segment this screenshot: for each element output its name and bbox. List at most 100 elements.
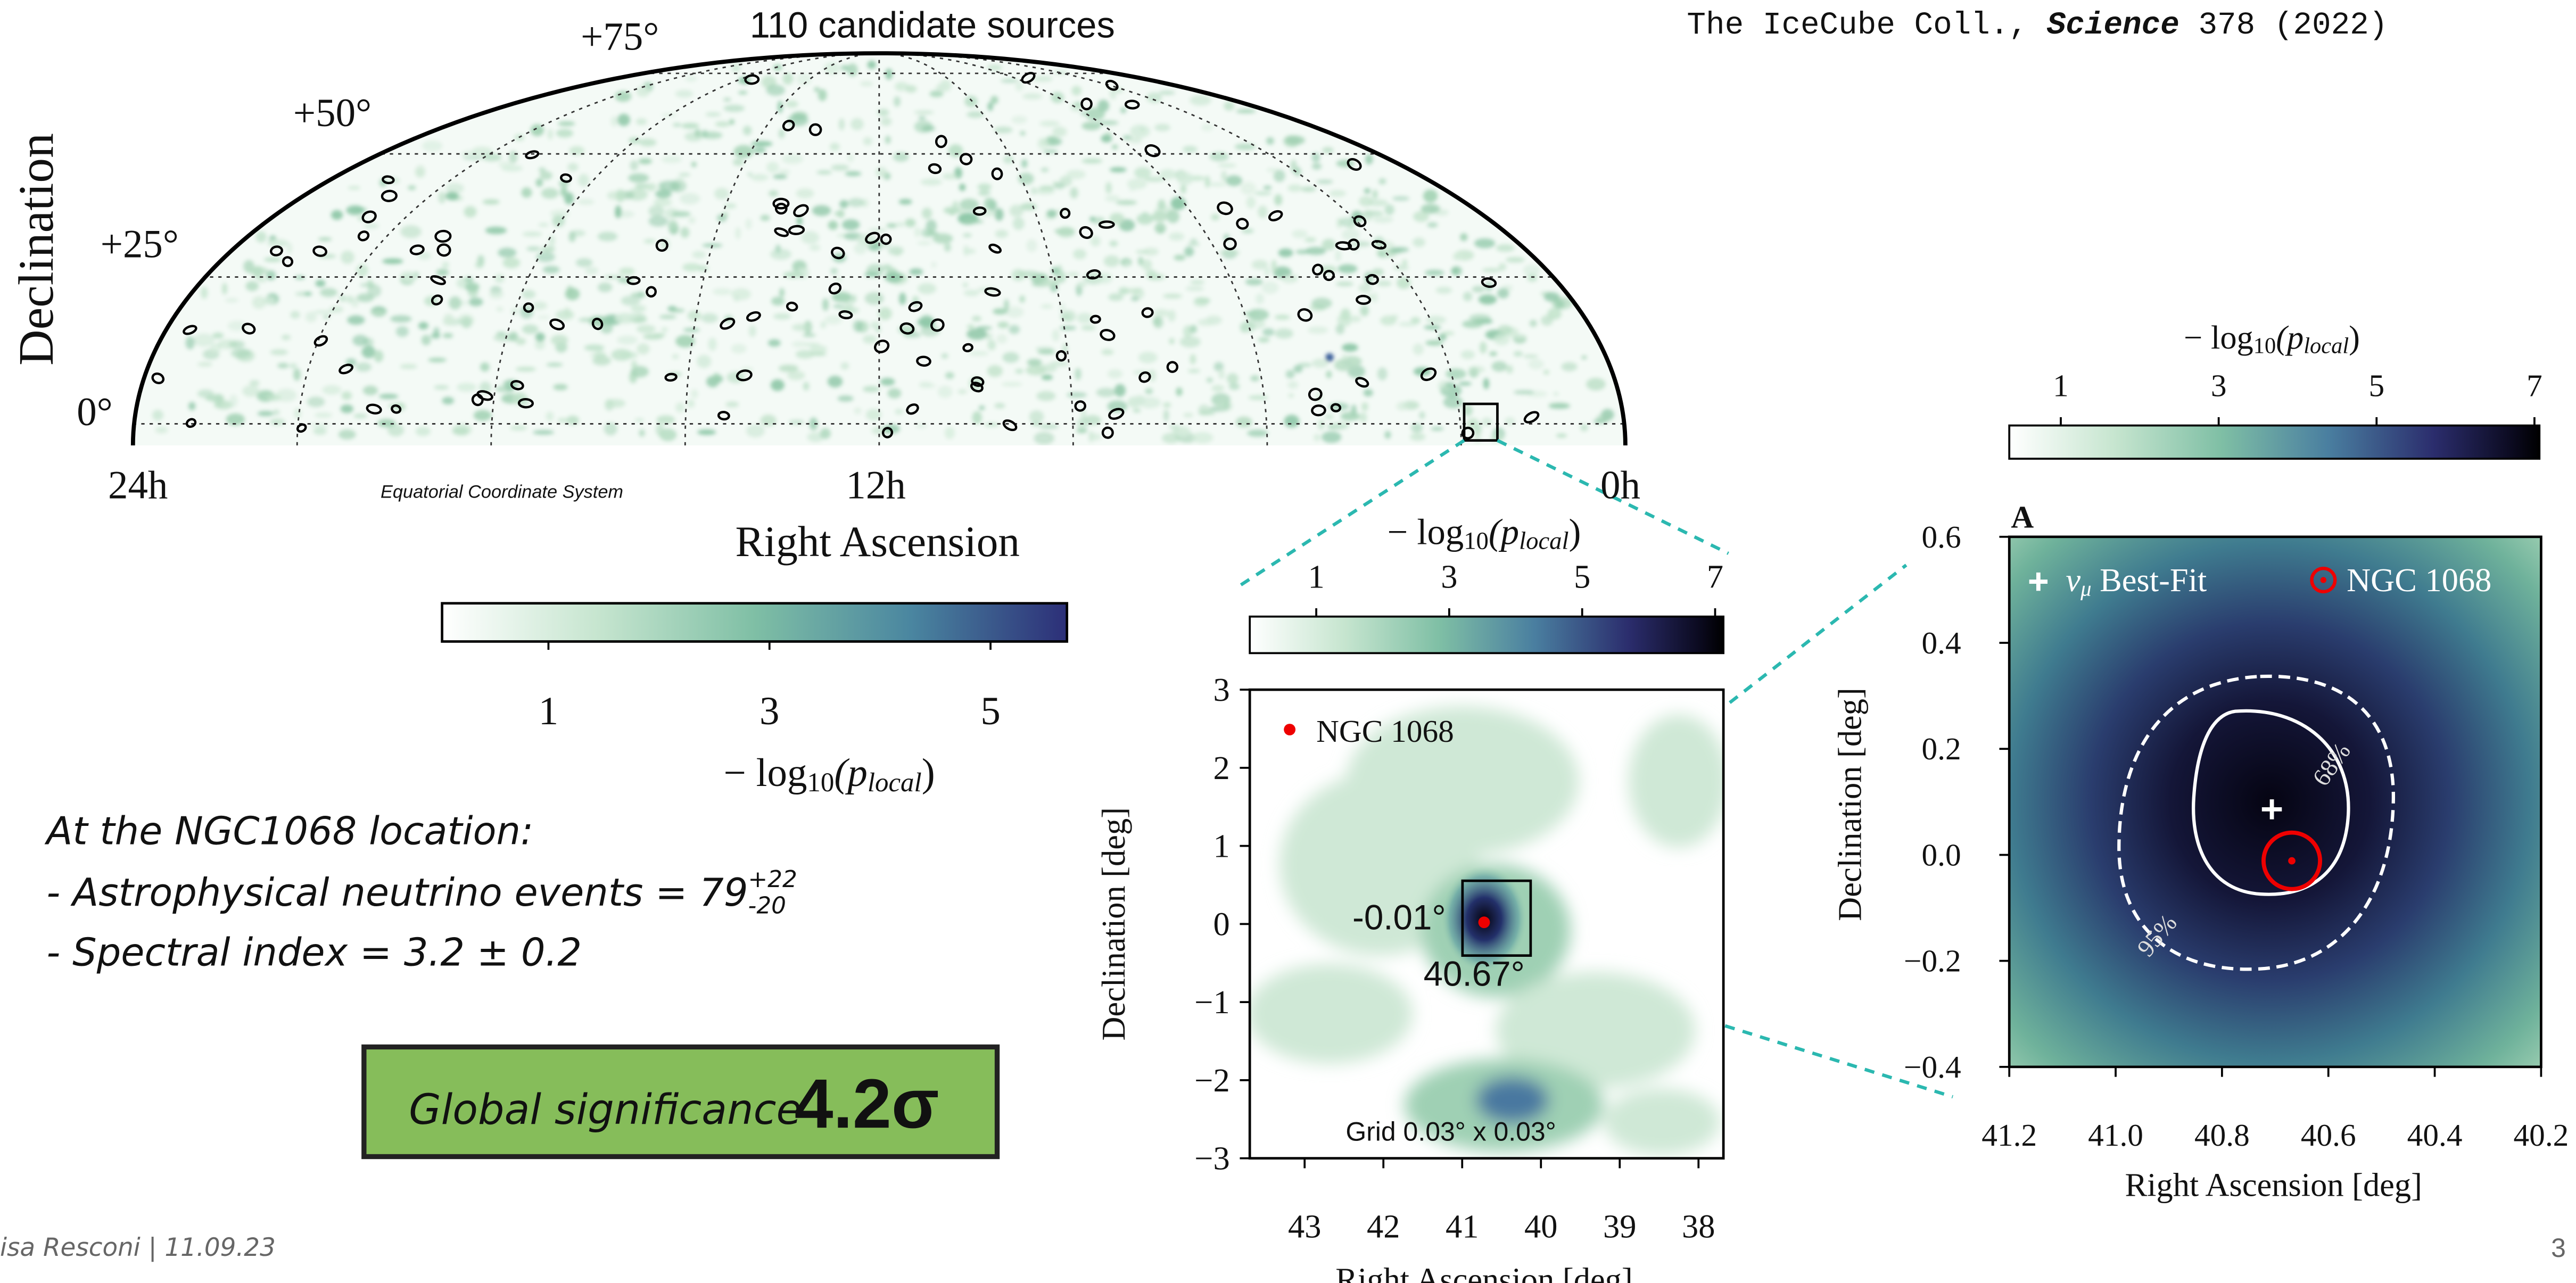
heat-speck <box>539 167 546 173</box>
heat-speck <box>831 292 852 302</box>
heat-speck <box>1062 310 1076 322</box>
heat-speck <box>1311 297 1332 309</box>
heat-speck <box>557 418 568 423</box>
heat-speck <box>770 379 785 391</box>
heat-speck <box>1250 375 1260 382</box>
heat-speck <box>840 65 849 71</box>
heat-speck <box>630 305 646 312</box>
heat-speck <box>304 292 312 296</box>
heat-speck <box>249 380 260 386</box>
heat-speck <box>1109 167 1127 172</box>
tick-label: 2 <box>1213 749 1229 787</box>
heat-speck <box>787 370 805 380</box>
heat-speck <box>1103 255 1120 267</box>
heat-speck <box>918 116 926 120</box>
heat-speck <box>1493 333 1510 345</box>
heat-speck <box>636 86 650 97</box>
heat-speck <box>1049 361 1069 367</box>
heat-speck <box>1078 281 1087 287</box>
heat-speck <box>1489 351 1498 357</box>
heat-speck <box>323 315 329 319</box>
heat-speck <box>773 313 791 320</box>
heat-speck <box>1308 326 1328 334</box>
heat-speck <box>1483 378 1490 390</box>
heat-speck <box>1130 296 1139 301</box>
heat-speck <box>1451 267 1459 275</box>
heat-speck <box>1240 325 1248 333</box>
tick-label: 7 <box>2527 368 2542 403</box>
heat-speck <box>688 217 696 224</box>
heat-speck <box>1080 112 1086 115</box>
zoom-map: NGC 1068 -0.01° 40.67° Grid 0.03° x 0.03… <box>1095 615 1725 1283</box>
heat-speck <box>1109 241 1118 247</box>
colorbar <box>2008 424 2541 460</box>
heat-speck <box>648 205 665 217</box>
heat-speck <box>767 339 781 347</box>
heat-speck <box>1118 287 1129 295</box>
heat-speck <box>377 419 395 428</box>
heat-speck <box>1292 229 1308 238</box>
heat-speck <box>1159 169 1176 180</box>
heat-speck <box>1187 369 1200 373</box>
heat-speck <box>1364 188 1371 194</box>
heat-speck <box>348 186 361 190</box>
heat-speck <box>473 410 492 421</box>
heat-speck <box>1506 256 1525 263</box>
tick-label: 12h <box>846 463 905 507</box>
heat-speck <box>616 189 625 203</box>
heat-speck <box>1190 280 1205 285</box>
heat-speck <box>864 292 884 305</box>
heat-speck <box>1529 319 1537 327</box>
heat-speck <box>293 368 301 381</box>
heat-speck <box>943 206 962 214</box>
source-contour <box>1141 307 1154 318</box>
heat-speck <box>920 178 942 186</box>
y-axis-label: Declination [deg] <box>1831 688 1868 921</box>
heat-speck <box>845 171 862 176</box>
heat-speck <box>1435 286 1452 294</box>
zoom-box <box>1461 879 1532 957</box>
source-contour <box>430 275 446 285</box>
heat-speck <box>818 89 827 101</box>
heat-speck <box>1176 387 1183 396</box>
heat-speck <box>568 231 576 242</box>
tick-label: 3 <box>759 689 779 733</box>
heat-speck <box>345 295 354 303</box>
heat-speck <box>870 321 880 329</box>
heat-speck <box>770 249 791 260</box>
heat-speck <box>522 324 539 334</box>
tick-label: −3 <box>1194 1140 1229 1177</box>
heat-speck <box>255 231 267 243</box>
heat-speck <box>621 295 641 306</box>
heat-speck <box>839 200 848 209</box>
heat-speck <box>566 416 580 425</box>
heat-speck <box>810 352 827 356</box>
heat-speck <box>553 384 568 391</box>
heat-speck <box>782 72 794 85</box>
heat-speck <box>1468 366 1485 373</box>
heat-speck <box>639 138 657 147</box>
tick-label: 41.0 <box>2088 1118 2143 1153</box>
heat-speck <box>1112 144 1118 150</box>
source-contour <box>935 135 947 148</box>
heat-speck <box>996 334 1008 344</box>
source-contour <box>626 276 641 285</box>
heat-speck <box>972 411 982 424</box>
heat-speck <box>1481 417 1492 426</box>
heat-speck <box>1197 319 1215 326</box>
heat-speck <box>1046 136 1058 142</box>
heat-speck <box>1129 137 1142 144</box>
heat-speck <box>1341 228 1360 241</box>
sky-map: Declination Right Ascension Equatorial C… <box>9 51 1628 643</box>
heat-speck <box>1124 288 1142 294</box>
heat-speck <box>1089 433 1101 441</box>
heat-speck <box>1377 367 1388 380</box>
heat-speck <box>546 362 563 367</box>
heat-speck <box>605 399 626 408</box>
heat-speck <box>1144 177 1165 182</box>
heat-speck <box>1122 135 1133 140</box>
heat-speck <box>692 251 706 259</box>
heat-speck <box>837 209 845 218</box>
heat-speck <box>535 332 545 342</box>
heat-speck <box>629 137 641 144</box>
